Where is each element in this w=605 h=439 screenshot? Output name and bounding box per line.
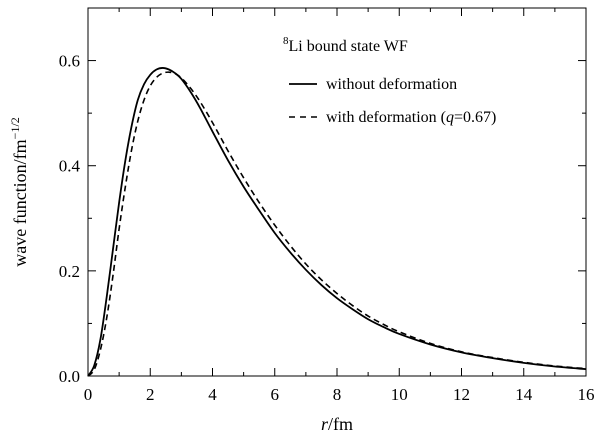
x-tick-label: 2 (146, 385, 155, 404)
plot-frame (87, 7, 587, 377)
chart-annotation: 8Li bound state WF (283, 35, 408, 55)
x-tick-label: 14 (515, 385, 533, 404)
legend-label-without-deformation: without deformation (326, 76, 457, 93)
annotation-text: Li bound state WF (289, 38, 408, 55)
y-tick-label: 0.4 (59, 157, 81, 176)
x-tick-label: 4 (208, 385, 217, 404)
x-tick-label: 12 (453, 385, 470, 404)
y-axis-title-exponent: −1/2 (8, 117, 22, 139)
x-axis-title-rest: /fm (328, 414, 353, 434)
annotation-superscript: 8 (283, 35, 289, 47)
x-tick-label: 10 (391, 385, 408, 404)
x-axis-title-italic: r (321, 414, 329, 434)
x-tick-label: 16 (578, 385, 595, 404)
x-tick-label: 8 (333, 385, 342, 404)
tick-marks (87, 8, 587, 377)
y-tick-label: 0.2 (59, 262, 80, 281)
legend-label-part-before: with deformation ( (326, 109, 446, 126)
legend-label-part-q: q (446, 109, 454, 126)
curve-without-deformation (87, 67, 587, 377)
x-tick-label: 6 (271, 385, 280, 404)
curves (87, 67, 587, 377)
legend-label-with-deformation: with deformation (q=0.67) (326, 109, 496, 126)
y-tick-label: 0.6 (59, 52, 80, 71)
y-axis-title: wave function/fm−1/2 (8, 117, 30, 267)
legend: without deformation with deformation (q=… (289, 76, 496, 126)
tick-labels: 0 2 4 6 8 10 12 14 16 0.0 0.2 0.4 0.6 (59, 52, 595, 404)
legend-label-part-after: =0.67) (454, 109, 496, 126)
y-tick-label: 0.0 (59, 367, 80, 386)
x-axis-title: r/fm (321, 414, 353, 434)
curve-with-deformation (87, 71, 587, 377)
x-tick-label: 0 (84, 385, 93, 404)
y-axis-title-main: wave function/fm (10, 139, 30, 266)
